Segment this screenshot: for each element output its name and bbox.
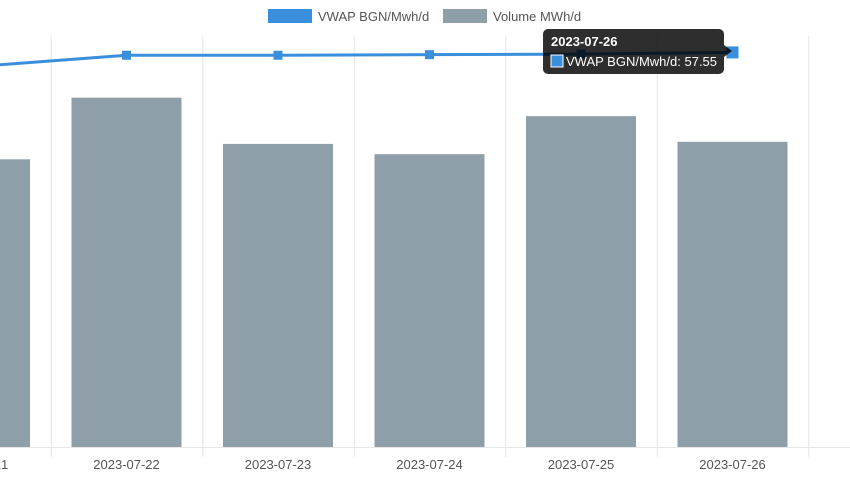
bar-volume-2023-07-21[interactable]: [0, 159, 30, 448]
x-tick-label-2023-07-25: 2023-07-25: [548, 457, 615, 472]
tooltip-caret: [724, 45, 732, 57]
bar-volume-2023-07-26[interactable]: [677, 141, 788, 447]
tooltip-separator: :: [677, 54, 684, 69]
legend-label-volume[interactable]: Volume MWh/d: [493, 9, 581, 24]
tooltip-swatch: [550, 54, 564, 68]
x-tick-label-2023-07-22: 2023-07-22: [93, 457, 160, 472]
legend-label-vwap[interactable]: VWAP BGN/Mwh/d: [318, 9, 429, 24]
x-tick-label-2023-07-23: 2023-07-23: [245, 457, 312, 472]
x-tick-label-2023-07-21: 2023-07-21: [0, 457, 8, 472]
point-vwap-2023-07-24[interactable]: [425, 50, 434, 60]
tooltip-series-label: VWAP BGN/Mwh/d: [566, 54, 677, 69]
grid-layer: [0, 36, 850, 457]
tooltip-box: [543, 29, 724, 74]
tooltip-title: 2023-07-26: [551, 34, 618, 49]
point-vwap-2023-07-23[interactable]: [273, 50, 283, 60]
point-vwap-2023-07-22[interactable]: [122, 50, 131, 60]
bar-volume-2023-07-22[interactable]: [71, 97, 182, 448]
tooltip-value: 57.55: [684, 54, 717, 69]
bar-volume-2023-07-25[interactable]: [526, 116, 636, 448]
x-tick-label-2023-07-26: 2023-07-26: [699, 457, 766, 472]
bar-layer: [0, 97, 788, 448]
bar-volume-2023-07-23[interactable]: [223, 143, 333, 447]
legend: VWAP BGN/Mwh/d Volume MWh/d: [268, 9, 581, 24]
bar-volume-2023-07-24[interactable]: [374, 154, 485, 447]
x-tick-label-2023-07-24: 2023-07-24: [396, 457, 463, 472]
tooltip: 2023-07-26 VWAP BGN/Mwh/d: 57.55: [543, 29, 732, 74]
tooltip-body: VWAP BGN/Mwh/d: 57.55: [566, 54, 717, 69]
legend-swatch-vwap[interactable]: [268, 9, 312, 23]
legend-swatch-volume[interactable]: [443, 9, 487, 23]
x-axis: 2023-07-21 2023-07-22 2023-07-23 2023-07-24…: [0, 457, 766, 472]
